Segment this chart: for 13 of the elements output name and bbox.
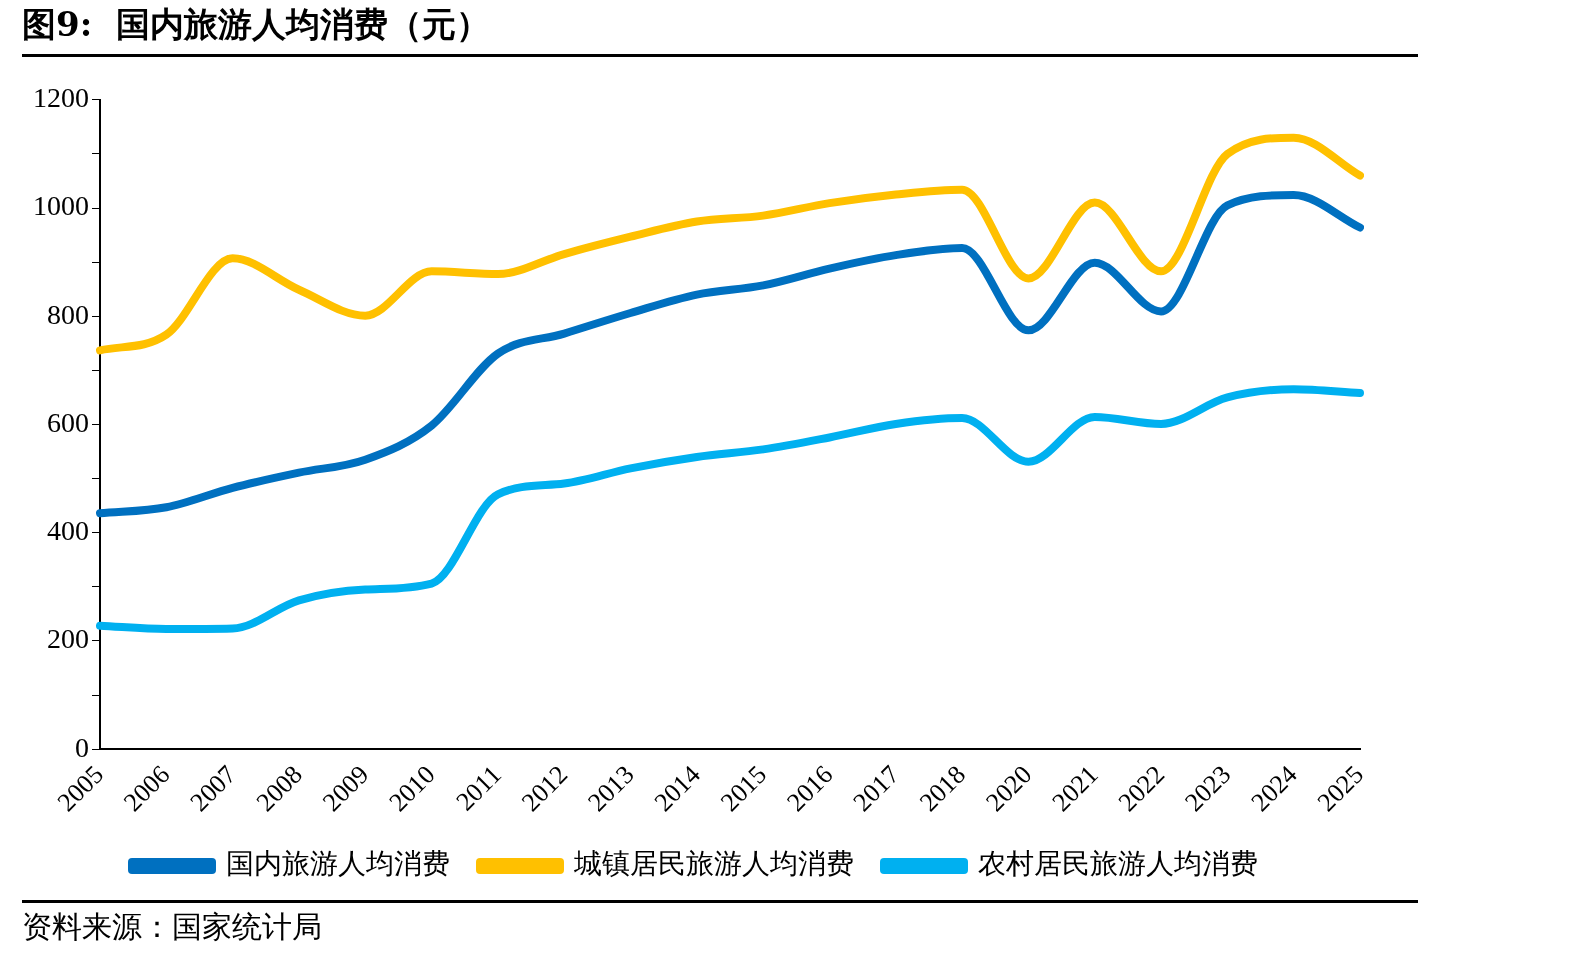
text: 资料来源：国家统计局 [22, 900, 1418, 948]
legend-label: 农村居民旅游人均消费 [978, 847, 1258, 881]
x-tick-label: 2011 [450, 759, 507, 817]
y-tick-label: 1000 [33, 190, 89, 222]
y-tick-label: 0 [75, 731, 89, 763]
y-tick-label: 200 [47, 623, 89, 655]
chart-title: 图9: 国内旅游人均消费（元） [22, 2, 1418, 57]
y-tick-label: 800 [47, 298, 89, 330]
y-tick-label: 600 [47, 406, 89, 438]
legend-label: 国内旅游人均消费 [226, 847, 450, 881]
y-tick-label: 1200 [33, 82, 89, 114]
legend-label: 城镇居民旅游人均消费 [573, 847, 854, 881]
y-tick-label: 400 [47, 515, 89, 547]
